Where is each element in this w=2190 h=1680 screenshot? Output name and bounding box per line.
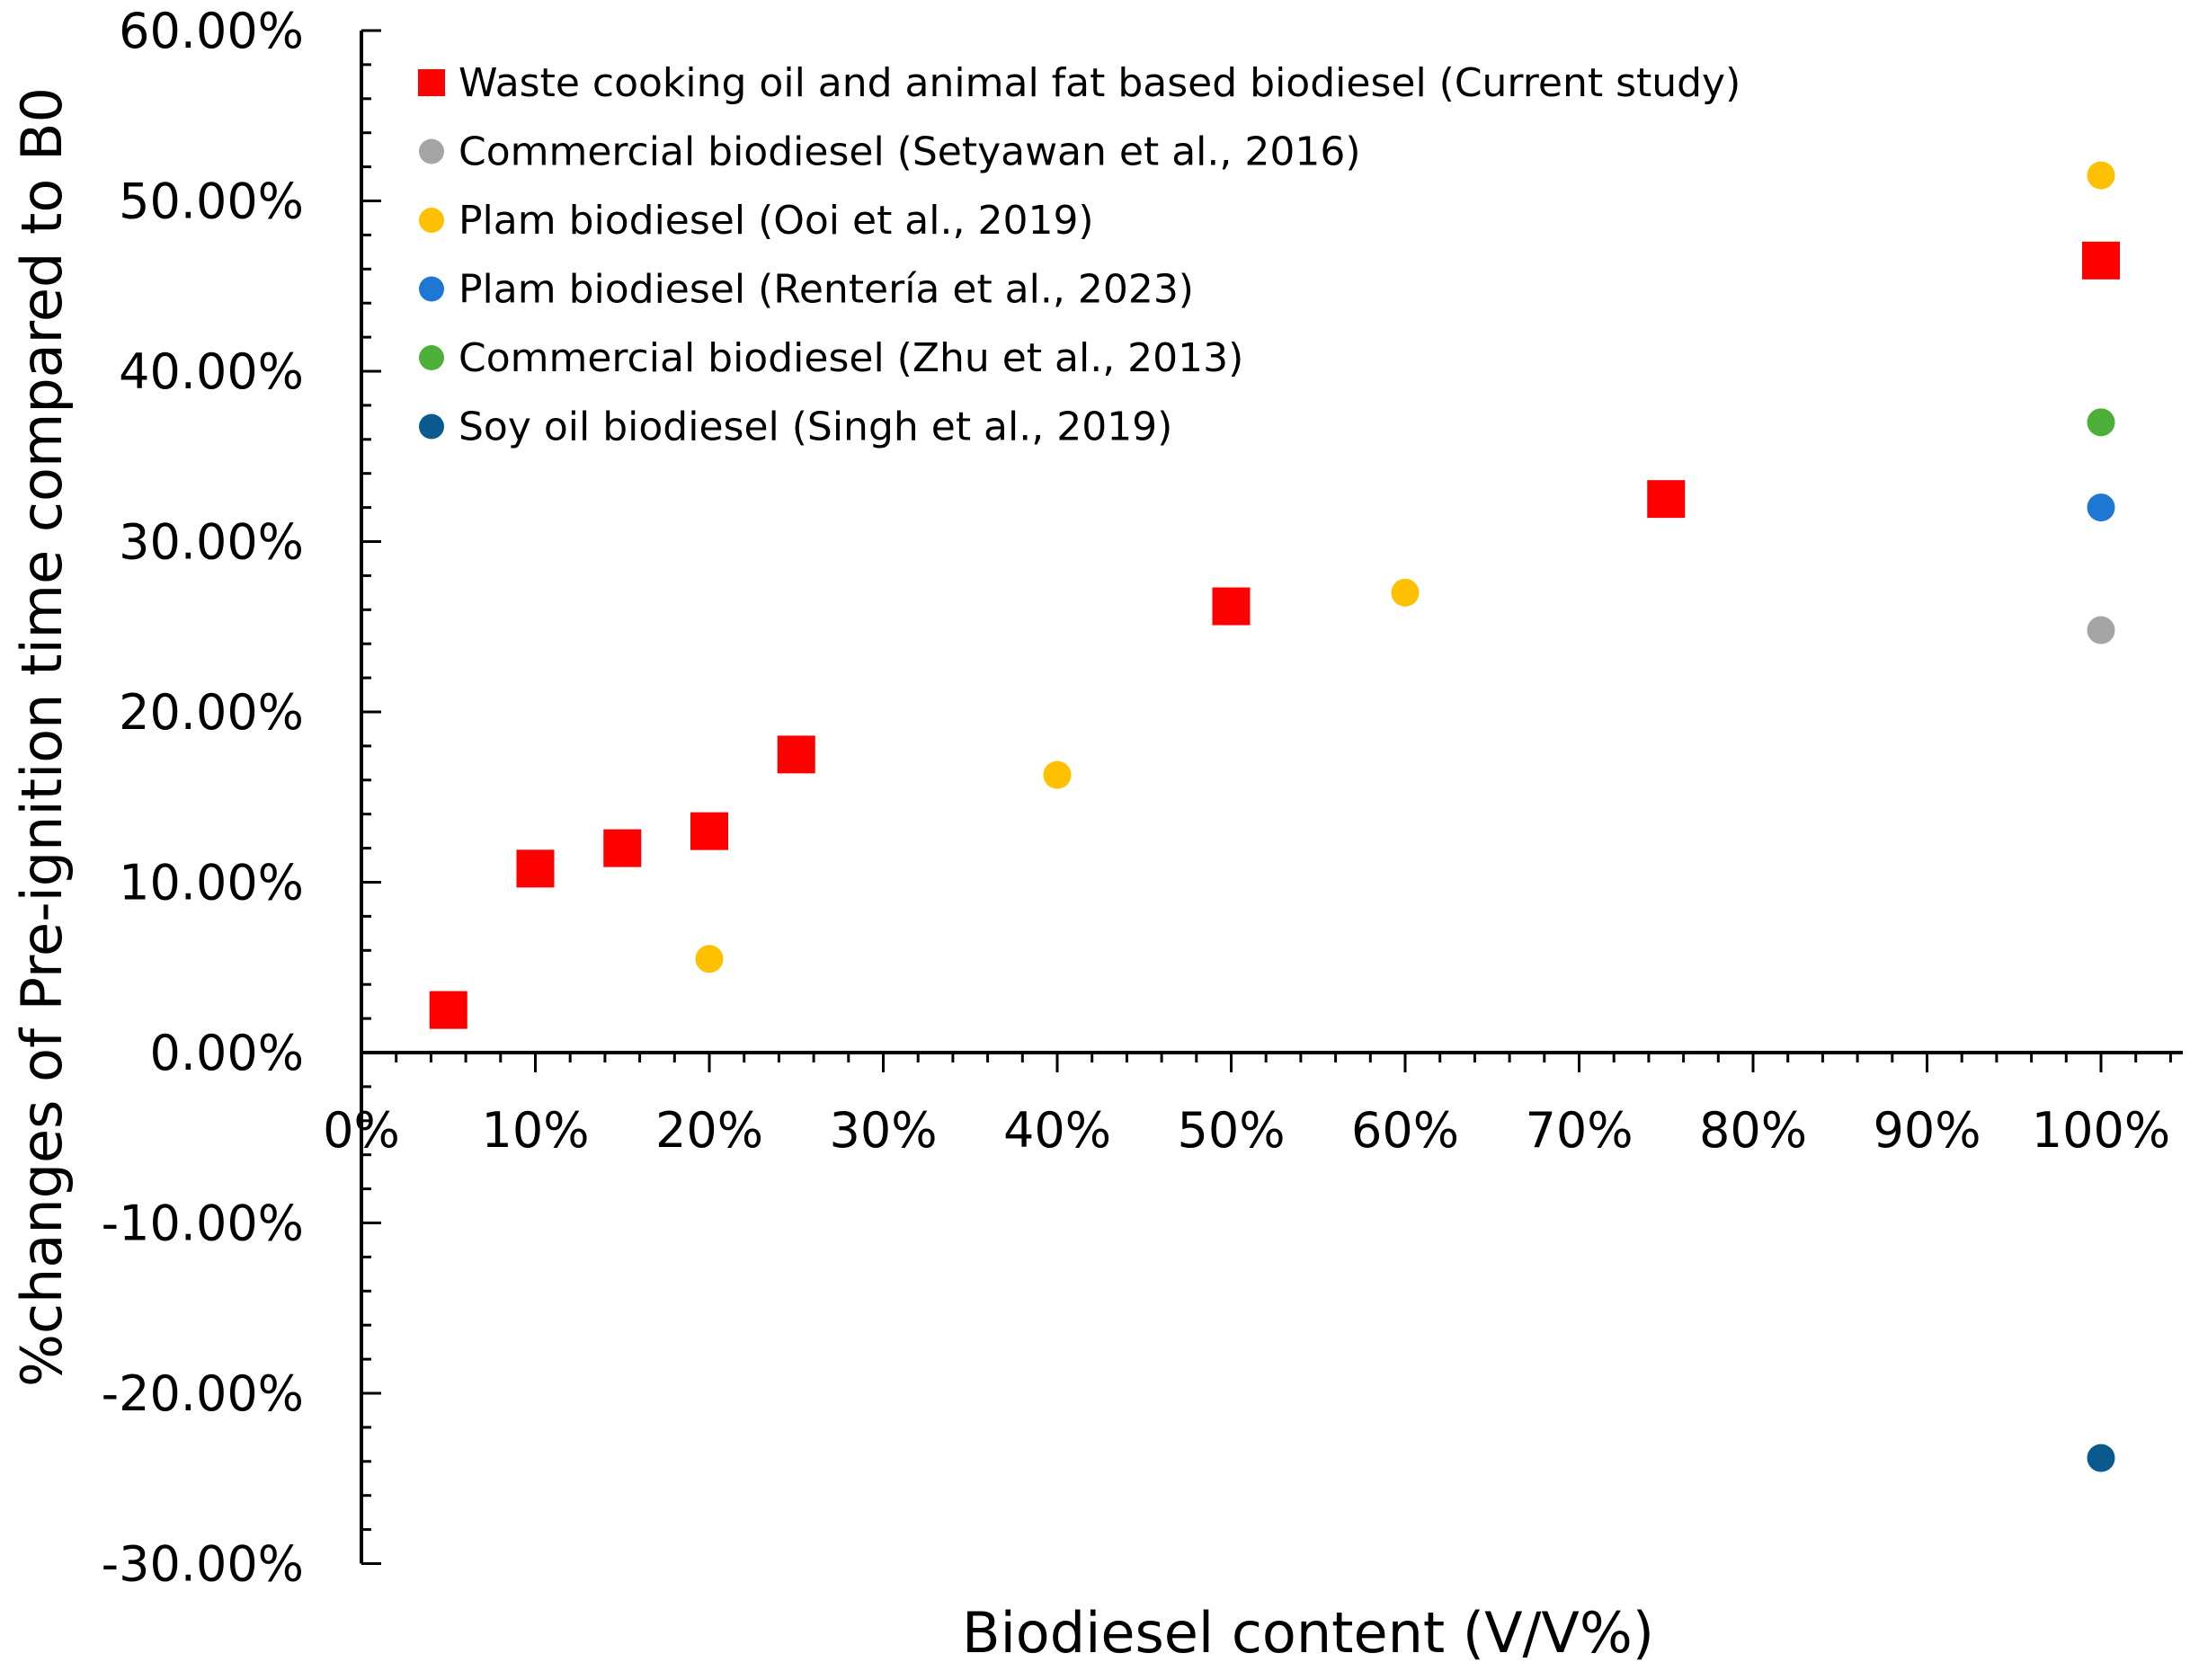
data-points — [429, 161, 2120, 1472]
x-tick-label: 70% — [1525, 1102, 1633, 1159]
data-point-square — [690, 812, 728, 850]
data-point-square — [1647, 480, 1686, 519]
x-tick-label: 0% — [323, 1102, 400, 1159]
legend-label: Soy oil biodiesel (Singh et al., 2019) — [458, 404, 1172, 450]
y-tick-label: -30.00% — [102, 1536, 304, 1593]
data-point-square — [603, 829, 642, 867]
data-point-circle — [1391, 578, 1420, 607]
y-tick-label: -10.00% — [102, 1196, 304, 1252]
legend-marker-circle — [419, 413, 444, 440]
legend-label: Waste cooking oil and animal fat based b… — [458, 60, 1740, 106]
legend-marker-circle — [419, 345, 444, 370]
legend: Waste cooking oil and animal fat based b… — [418, 60, 1740, 450]
legend-label: Commercial biodiesel (Setyawan et al., 2… — [458, 129, 1361, 175]
y-tick-labels: 60.00% 50.00% 40.00% 30.00% 20.00% 10.00% 0.00… — [102, 3, 304, 1593]
y-tick-label: 60.00% — [119, 3, 304, 59]
y-tick-label: 10.00% — [119, 855, 304, 911]
data-point-circle — [2087, 1444, 2115, 1472]
x-tick-label: 100% — [2032, 1102, 2170, 1159]
data-point-circle — [2087, 616, 2115, 644]
y-tick-label: 30.00% — [119, 514, 304, 571]
data-point-circle — [1043, 760, 1072, 789]
data-point-circle — [695, 945, 724, 973]
x-tick-label: 50% — [1177, 1102, 1285, 1159]
data-point-square — [777, 735, 815, 774]
y-tick-label: 20.00% — [119, 684, 304, 741]
legend-marker-circle — [419, 138, 444, 164]
data-point-circle — [2087, 493, 2115, 522]
x-axis-title: Biodiesel content (V/V%) — [962, 1600, 1654, 1666]
y-tick-label: 0.00% — [149, 1025, 304, 1081]
legend-label: Plam biodiesel (Ooi et al., 2019) — [458, 198, 1094, 244]
y-axis-title: %changes of Pre-ignition time compared t… — [9, 87, 75, 1387]
x-tick-label: 10% — [481, 1102, 589, 1159]
x-tick-label: 30% — [829, 1102, 937, 1159]
y-tick-label: 50.00% — [119, 173, 304, 230]
x-tick-label: 80% — [1699, 1102, 1807, 1159]
y-tick-label: -20.00% — [102, 1365, 304, 1422]
data-point-square — [1212, 587, 1251, 626]
legend-label: Commercial biodiesel (Zhu et al., 2013) — [458, 335, 1243, 381]
legend-label: Plam biodiesel (Rentería et al., 2023) — [458, 267, 1194, 313]
data-point-square — [429, 991, 467, 1029]
x-tick-label: 20% — [655, 1102, 763, 1159]
legend-marker-circle — [419, 208, 444, 233]
data-point-circle — [2087, 408, 2115, 437]
x-tick-labels: 0% 10% 20% 30% 40% 50% 60% 70% 80% 90% 100% — [323, 1102, 2170, 1159]
data-point-circle — [2087, 161, 2115, 190]
x-tick-label: 60% — [1351, 1102, 1459, 1159]
legend-marker-circle — [419, 276, 444, 302]
data-point-square — [516, 849, 555, 888]
legend-marker-square — [418, 69, 445, 96]
y-tick-label: 40.00% — [119, 343, 304, 400]
x-tick-label: 40% — [1003, 1102, 1111, 1159]
data-point-square — [2082, 241, 2120, 280]
axes — [360, 29, 2183, 1565]
x-tick-label: 90% — [1873, 1102, 1981, 1159]
